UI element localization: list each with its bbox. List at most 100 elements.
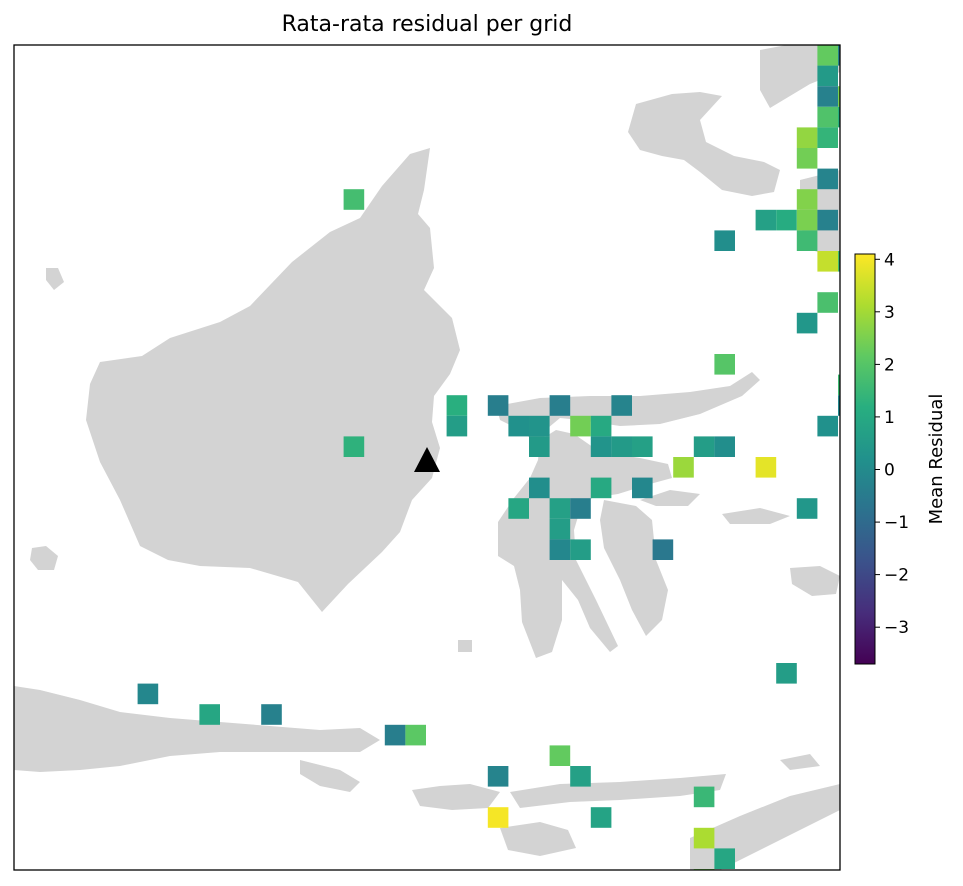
station-triangle-icon xyxy=(414,447,440,472)
grid-cell xyxy=(446,415,468,437)
grid-cell xyxy=(590,436,612,457)
grid-cell xyxy=(817,65,838,87)
grid-cell xyxy=(693,436,715,457)
grid-cell xyxy=(529,477,550,499)
grid-cell xyxy=(796,230,818,251)
east-small-island-4 xyxy=(780,754,820,770)
grid-cell xyxy=(529,436,550,457)
grid-cell xyxy=(796,127,818,148)
grid-cell xyxy=(817,292,838,313)
grid-cell xyxy=(570,766,591,787)
java-island xyxy=(14,686,380,772)
grid-cell xyxy=(817,86,838,107)
grid-cell xyxy=(549,745,571,766)
grid-cell xyxy=(508,498,529,519)
grid-cell xyxy=(632,477,653,499)
grid-cell xyxy=(755,457,777,478)
grid-cell xyxy=(549,498,571,519)
grid-cell xyxy=(714,848,735,869)
grid-cell xyxy=(817,415,838,437)
grid-cell xyxy=(693,869,715,870)
colorbar-tick-label: −1 xyxy=(884,513,909,533)
grid-cell xyxy=(549,539,571,560)
grid-cell xyxy=(838,106,840,128)
grid-cell xyxy=(590,477,612,499)
grid-cell xyxy=(487,766,509,787)
east-small-island-3 xyxy=(640,490,700,506)
grid-cell xyxy=(796,189,818,210)
colorbar-tick-label: 0 xyxy=(884,461,895,481)
colorbar-tick-label: 1 xyxy=(884,408,895,428)
grid-cell xyxy=(570,415,591,437)
grid-cell xyxy=(817,106,838,128)
residual-grid-cells xyxy=(137,45,840,870)
west-small-island-2 xyxy=(46,268,64,290)
grid-cell xyxy=(693,786,715,808)
grid-cell xyxy=(838,251,840,272)
grid-cell xyxy=(487,395,509,416)
grid-cell xyxy=(570,498,591,519)
grid-cell xyxy=(590,415,612,437)
halmahera-north xyxy=(628,92,780,196)
colorbar-ticks: 4 3 2 1 0 −1 −2 −3 xyxy=(875,250,909,638)
grid-cell xyxy=(611,395,632,416)
grid-cell xyxy=(446,395,468,416)
grid-cell xyxy=(714,436,735,457)
grid-cell xyxy=(796,312,818,334)
grid-cell xyxy=(755,209,777,231)
grid-cell xyxy=(199,704,220,725)
grid-cell xyxy=(343,189,365,210)
west-small-island-1 xyxy=(30,546,58,570)
center-small-island xyxy=(458,640,472,652)
east-small-island-1 xyxy=(790,566,840,596)
grid-cell xyxy=(549,395,571,416)
grid-cell xyxy=(838,395,840,416)
grid-cell xyxy=(570,539,591,560)
colorbar-tick-label: −3 xyxy=(884,618,909,638)
east-small-island-2 xyxy=(722,508,790,524)
grid-cell xyxy=(838,86,840,107)
borneo-landmass xyxy=(86,148,460,612)
grid-cell xyxy=(796,148,818,169)
grid-cell xyxy=(838,45,840,66)
colorbar-tick-label: −2 xyxy=(884,566,909,586)
grid-cell xyxy=(817,251,838,272)
grid-cell xyxy=(817,127,838,148)
java-island-east xyxy=(300,760,360,792)
sumba-island xyxy=(500,822,576,856)
grid-cell xyxy=(590,807,612,828)
grid-cell xyxy=(714,354,735,375)
colorbar-gradient xyxy=(854,253,876,665)
grid-cell xyxy=(776,663,797,684)
grid-cell xyxy=(384,724,406,746)
grid-cell xyxy=(714,230,735,251)
colorbar: 4 3 2 1 0 −1 −2 −3 Mean Residual xyxy=(854,250,947,665)
map-frame xyxy=(13,44,841,871)
bali-lombok xyxy=(412,784,500,810)
grid-cell xyxy=(817,209,838,231)
colorbar-tick-label: 3 xyxy=(884,303,895,323)
grid-cell xyxy=(508,415,529,437)
grid-cell xyxy=(652,539,674,560)
colorbar-tick-label: 4 xyxy=(884,250,895,270)
grid-cell xyxy=(529,415,550,437)
grid-cell xyxy=(673,457,694,478)
grid-cell xyxy=(776,209,797,231)
colorbar-tick-label: 2 xyxy=(884,355,895,375)
sumbawa-flores xyxy=(510,774,726,808)
grid-cell xyxy=(261,704,282,725)
sulawesi-southeast-arm xyxy=(600,500,668,636)
grid-cell xyxy=(693,827,715,849)
grid-cell xyxy=(632,436,653,457)
grid-cell xyxy=(817,45,838,66)
map-title: Rata-rata residual per grid xyxy=(281,12,573,37)
grid-cell xyxy=(137,683,159,705)
grid-cell xyxy=(405,724,426,746)
grid-cell xyxy=(796,209,818,231)
grid-cell xyxy=(838,374,840,396)
grid-cell xyxy=(487,807,509,828)
grid-cell xyxy=(817,168,838,190)
grid-cell xyxy=(549,518,571,540)
grid-cell xyxy=(611,436,632,457)
